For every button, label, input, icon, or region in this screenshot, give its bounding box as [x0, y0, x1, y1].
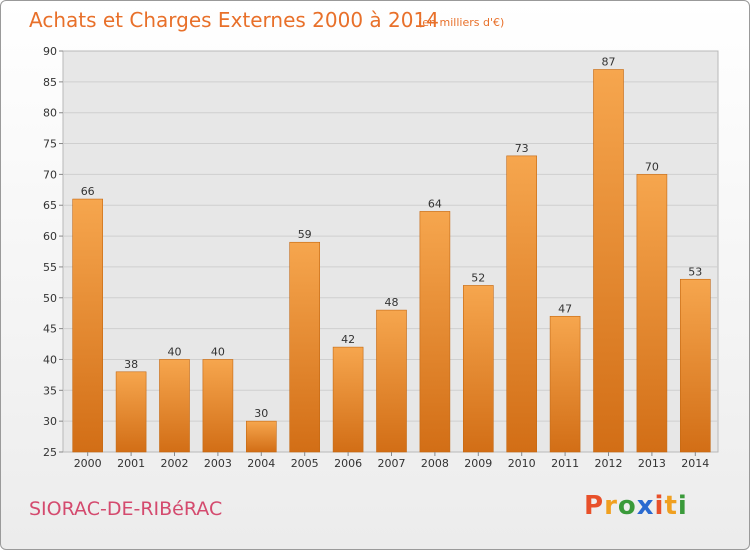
bar-2001	[115, 371, 147, 453]
y-axis-ticks: 25 30 35 40 45 50 55 60 65 70 75 80 85 90	[43, 45, 63, 459]
bar-2012	[593, 69, 624, 453]
logo-letter: i	[654, 491, 665, 521]
bar-2009	[462, 285, 494, 453]
x-tick-label-2002: 2002	[161, 457, 189, 470]
logo-letter: P	[584, 491, 605, 521]
logo-letter: x	[636, 491, 655, 521]
data-label-2009: 52	[471, 271, 485, 284]
y-tick-label: 70	[43, 168, 57, 181]
x-tick-label-2008: 2008	[421, 457, 449, 470]
city-name: SIORAC-DE-RIBéRAC	[29, 498, 223, 520]
x-tick-label-2005: 2005	[291, 457, 319, 470]
x-tick-label-2006: 2006	[334, 457, 362, 470]
bar-2010	[506, 155, 538, 453]
y-tick-label: 55	[43, 261, 57, 274]
y-tick-label: 45	[43, 323, 57, 336]
data-label-2003: 40	[211, 345, 225, 358]
bar-2000	[72, 198, 103, 453]
bar-2011	[549, 315, 581, 453]
bar-2013	[636, 174, 668, 453]
x-tick-label-2004: 2004	[247, 457, 275, 470]
bar-2005	[289, 241, 321, 453]
logo-letter: r	[604, 491, 618, 521]
x-tick-label-2001: 2001	[117, 457, 145, 470]
logo-letter: o	[617, 491, 637, 521]
bar-2007	[376, 309, 407, 453]
proxiti-logo: Proxiti	[584, 491, 688, 521]
bar-2004	[246, 420, 277, 453]
bar-2002	[159, 359, 190, 453]
bar-2003	[202, 359, 234, 453]
data-label-2004: 30	[254, 407, 268, 420]
x-tick-label-2014: 2014	[681, 457, 709, 470]
logo-letter: i	[677, 491, 688, 521]
y-tick-label: 85	[43, 76, 57, 89]
x-tick-label-2007: 2007	[378, 457, 406, 470]
y-tick-label: 75	[43, 138, 57, 151]
data-label-2006: 42	[341, 333, 355, 346]
logo-letter: t	[664, 491, 678, 521]
y-tick-label: 50	[43, 292, 57, 305]
y-tick-label: 30	[43, 415, 57, 428]
data-label-2012: 87	[602, 56, 616, 69]
y-tick-label: 60	[43, 230, 57, 243]
chart-title: Achats et Charges Externes 2000 à 2014	[29, 8, 439, 32]
x-tick-label-2009: 2009	[464, 457, 492, 470]
data-label-2001: 38	[124, 358, 138, 371]
x-tick-label-2000: 2000	[74, 457, 102, 470]
x-tick-label-2011: 2011	[551, 457, 579, 470]
data-label-2005: 59	[298, 228, 312, 241]
chart-subtitle: (en milliers d'€)	[418, 16, 505, 29]
y-tick-label: 90	[43, 45, 57, 58]
bar-2014	[679, 278, 711, 453]
x-tick-label-2013: 2013	[638, 457, 666, 470]
y-tick-label: 40	[43, 353, 57, 366]
data-label-2010: 73	[515, 142, 529, 155]
x-axis-ticks: 2000 2001 2002 2003 2004 2005 2006 2007 2008 2009…	[74, 452, 709, 470]
x-tick-label-2010: 2010	[508, 457, 536, 470]
y-tick-label: 35	[43, 384, 57, 397]
x-tick-label-2003: 2003	[204, 457, 232, 470]
data-label-2014: 53	[688, 265, 702, 278]
y-tick-label: 25	[43, 446, 57, 459]
x-tick-label-2012: 2012	[595, 457, 623, 470]
y-tick-label: 65	[43, 199, 57, 212]
bar-2008	[419, 211, 451, 453]
data-label-2007: 48	[385, 296, 399, 309]
data-label-2000: 66	[81, 185, 95, 198]
data-label-2002: 40	[168, 345, 182, 358]
y-tick-label: 80	[43, 107, 57, 120]
data-label-2011: 47	[558, 302, 572, 315]
data-label-2008: 64	[428, 197, 442, 210]
data-label-2013: 70	[645, 160, 659, 173]
bar-2006	[332, 346, 364, 453]
